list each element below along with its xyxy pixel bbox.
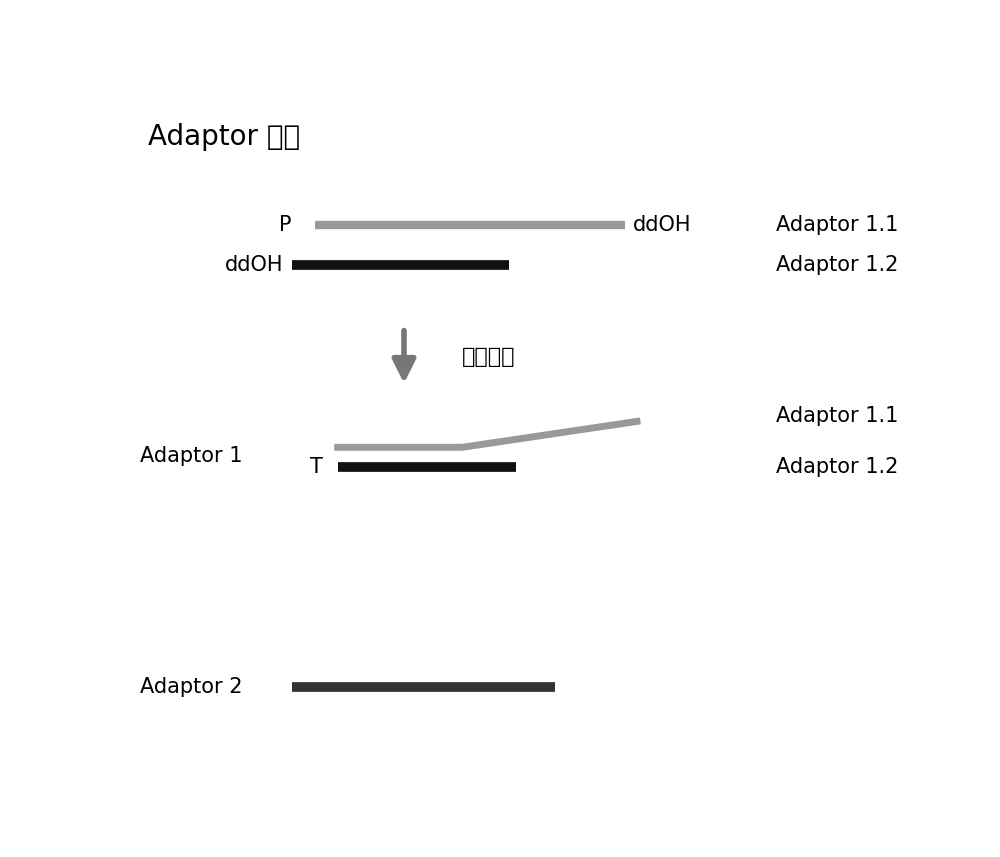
Text: T: T — [310, 457, 323, 477]
Text: Adaptor 1.2: Adaptor 1.2 — [776, 255, 898, 274]
Text: Adaptor 1.1: Adaptor 1.1 — [776, 215, 898, 235]
Text: Adaptor 1: Adaptor 1 — [140, 446, 243, 466]
Text: 退火处理: 退火处理 — [462, 347, 516, 367]
Text: Adaptor 1.1: Adaptor 1.1 — [776, 406, 898, 426]
Text: Adaptor 设计: Adaptor 设计 — [148, 123, 300, 151]
Text: ddOH: ddOH — [225, 255, 284, 274]
Text: P: P — [279, 215, 292, 235]
Text: Adaptor 1.2: Adaptor 1.2 — [776, 457, 898, 477]
Text: ddOH: ddOH — [633, 215, 691, 235]
Text: Adaptor 2: Adaptor 2 — [140, 677, 243, 697]
